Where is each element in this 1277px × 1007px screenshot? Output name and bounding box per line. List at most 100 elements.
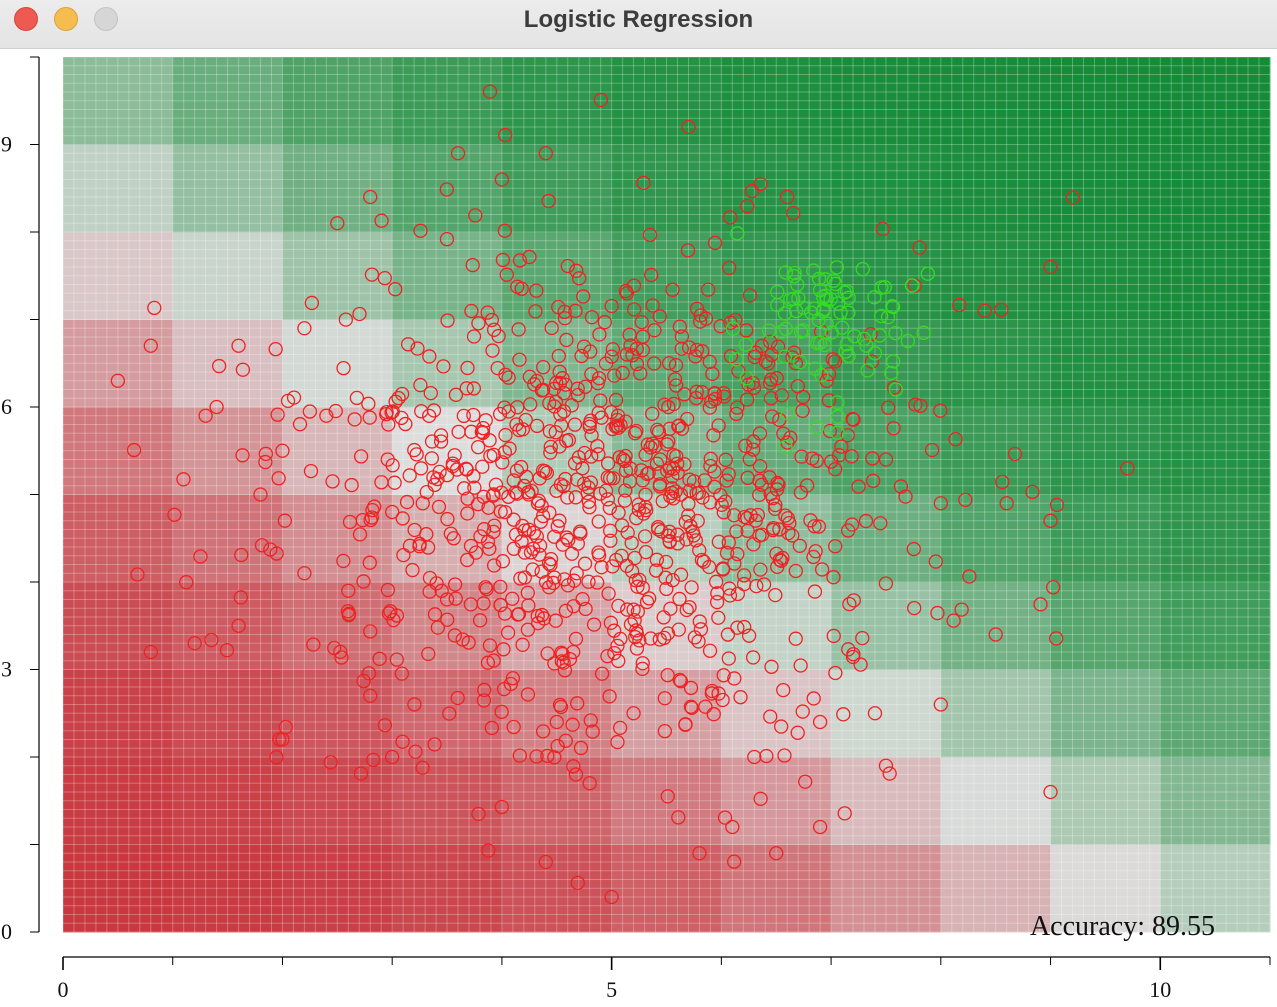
data-point-class-0 [485, 343, 500, 358]
data-point-class-0 [126, 442, 142, 458]
data-point-class-0 [777, 748, 792, 763]
data-point-class-0 [727, 854, 742, 869]
data-point-class-0 [439, 231, 455, 247]
data-point-class-0 [356, 673, 371, 689]
data-point-class-0 [772, 552, 787, 567]
data-point-class-0 [546, 575, 561, 591]
data-point-class-0 [413, 223, 428, 238]
data-point-class-0 [605, 421, 620, 437]
data-point-class-0 [1025, 484, 1040, 500]
data-point-class-0 [466, 469, 481, 484]
close-button[interactable] [14, 7, 38, 31]
data-point-class-0 [726, 508, 742, 523]
minimize-button[interactable] [54, 7, 78, 31]
data-point-class-0 [412, 536, 427, 552]
y-axis: 0 3 6 9 [1, 56, 40, 944]
data-point-class-0 [477, 682, 492, 698]
data-point-class-0 [471, 806, 486, 822]
data-point-class-1 [841, 305, 856, 320]
data-point-class-0 [147, 300, 162, 316]
data-point-class-0 [660, 626, 676, 641]
heat-cell [1160, 407, 1271, 495]
data-point-class-0 [413, 377, 428, 393]
data-point-class-0 [517, 545, 532, 560]
data-point-class-0 [825, 352, 840, 367]
data-point-class-0 [353, 449, 369, 464]
heat-cell [63, 494, 174, 583]
data-point-class-0 [461, 635, 476, 650]
data-point-class-0 [629, 341, 644, 356]
data-point-class-0 [858, 513, 874, 529]
data-point-class-0 [736, 568, 752, 583]
heat-cell [63, 144, 174, 233]
data-point-class-0 [928, 554, 943, 569]
data-point-class-0 [448, 591, 463, 606]
data-point-class-0 [570, 696, 585, 711]
data-point-class-0 [670, 465, 685, 481]
data-point-class-0 [752, 426, 768, 441]
data-point-class-0 [711, 534, 727, 549]
data-point-class-1 [823, 292, 838, 307]
data-point-class-0 [747, 349, 762, 365]
data-point-class-0 [657, 691, 672, 706]
data-point-class-0 [788, 563, 803, 579]
data-point-class-0 [367, 499, 382, 514]
data-point-class-0 [233, 590, 248, 605]
data-point-class-0 [643, 631, 658, 646]
data-point-class-1 [888, 325, 903, 341]
data-point-class-0 [427, 737, 442, 752]
data-point-class-0 [530, 615, 546, 631]
data-point-class-0 [673, 674, 689, 689]
data-point-class-0 [729, 406, 744, 422]
data-point-class-0 [725, 819, 740, 835]
data-point-class-0 [730, 400, 745, 415]
heat-cell [1160, 232, 1271, 320]
data-point-class-0 [349, 390, 365, 406]
data-point-class-0 [604, 889, 619, 905]
data-point-class-0 [846, 593, 861, 608]
heat-cell [940, 494, 1052, 583]
data-point-class-0 [740, 470, 755, 485]
data-point-class-0 [408, 744, 423, 759]
data-point-class-0 [692, 543, 707, 558]
heat-cell [501, 232, 613, 320]
data-point-class-0 [607, 645, 622, 661]
data-point-class-0 [472, 613, 488, 628]
data-point-class-0 [515, 637, 530, 652]
zoom-button[interactable] [94, 7, 118, 31]
data-point-class-0 [534, 383, 549, 398]
data-point-class-0 [846, 412, 861, 427]
data-point-class-0 [303, 463, 319, 479]
data-point-class-0 [466, 329, 482, 344]
data-point-class-0 [704, 686, 719, 701]
data-point-class-0 [557, 311, 573, 326]
data-point-class-0 [477, 522, 492, 537]
data-point-class-0 [721, 651, 736, 666]
data-point-class-0 [738, 438, 753, 453]
data-point-class-0 [513, 459, 529, 475]
data-point-class-0 [525, 562, 540, 577]
data-point-class-0 [398, 416, 413, 432]
data-point-class-0 [886, 380, 902, 395]
data-point-class-0 [730, 620, 745, 635]
data-point-class-0 [629, 356, 645, 372]
data-point-class-0 [763, 391, 779, 406]
data-point-class-0 [576, 289, 591, 304]
data-point-class-0 [702, 400, 717, 415]
data-point-class-0 [709, 594, 725, 610]
data-point-class-0 [666, 447, 681, 463]
data-point-class-0 [678, 717, 693, 732]
data-point-class-1 [793, 324, 809, 339]
data-point-class-1 [916, 325, 931, 340]
data-point-class-0 [638, 544, 654, 560]
data-point-class-0 [661, 399, 676, 415]
data-point-class-0 [234, 547, 249, 563]
data-point-class-0 [703, 451, 718, 466]
data-point-class-0 [647, 323, 662, 338]
data-point-class-0 [604, 298, 619, 314]
data-point-class-0 [763, 709, 778, 724]
data-point-class-0 [496, 681, 512, 697]
y-tick-label: 9 [1, 132, 12, 157]
data-point-class-0 [711, 418, 726, 433]
heat-cell [721, 582, 832, 670]
